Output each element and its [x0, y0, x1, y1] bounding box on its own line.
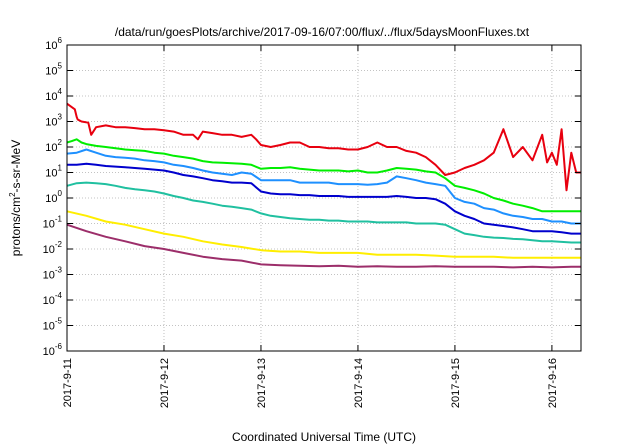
y-tick-label: 103: [45, 113, 62, 129]
series-line-5: [66, 181, 581, 244]
series-line-2: [66, 138, 581, 213]
x-tick-label: 2017-9-15: [450, 358, 462, 408]
y-tick-label: 106: [45, 36, 62, 52]
x-tick-label: 2017-9-14: [353, 358, 365, 408]
y-axis-label-rest: -s-sr-MeV: [9, 140, 23, 193]
x-axis-label: Coordinated Universal Time (UTC): [232, 430, 416, 444]
series-line-4: [67, 162, 581, 235]
data-series: [66, 102, 581, 269]
chart-title: /data/run/goesPlots/archive/2017-09-16/0…: [115, 25, 530, 39]
y-tick-label: 10-1: [43, 215, 63, 231]
y-tick-label: 10-5: [43, 317, 63, 333]
series-line-6: [66, 210, 581, 259]
y-tick-label: 102: [45, 138, 62, 154]
grid-lines: [67, 45, 581, 351]
x-tick-label: 2017-9-13: [256, 358, 268, 408]
y-tick-label: 101: [45, 164, 62, 180]
plot-frame: [66, 44, 582, 352]
y-tick-label: 10-6: [43, 342, 63, 358]
y-axis-label-main: protons/cm: [9, 197, 23, 256]
x-tick-label: 2017-9-16: [547, 358, 559, 408]
y-tick-label: 100: [45, 189, 62, 205]
y-tick-label: 104: [45, 87, 62, 103]
series-line-7: [66, 223, 581, 269]
series-line-3: [66, 148, 581, 225]
y-axis-label-sup: 2: [8, 192, 17, 197]
series-line-1: [66, 102, 581, 192]
y-tick-label: 10-2: [43, 240, 63, 256]
y-tick-label: 10-4: [43, 291, 63, 307]
x-tick-label: 2017-9-11: [62, 358, 74, 407]
y-axis-ticks: 10-6 10-5 10-4 10-3 10-2 10-1 100 101 102 103 104 1…: [43, 36, 581, 358]
x-tick-label: 2017-9-12: [159, 358, 171, 408]
y-tick-label: 105: [45, 62, 62, 78]
x-axis-ticks: 2017-9-11 2017-9-12 2017-9-13 2017-9-14 2017…: [62, 45, 559, 408]
y-tick-label: 10-3: [43, 266, 63, 282]
y-axis-label: protons/cm2-s-sr-MeV: [8, 140, 23, 256]
